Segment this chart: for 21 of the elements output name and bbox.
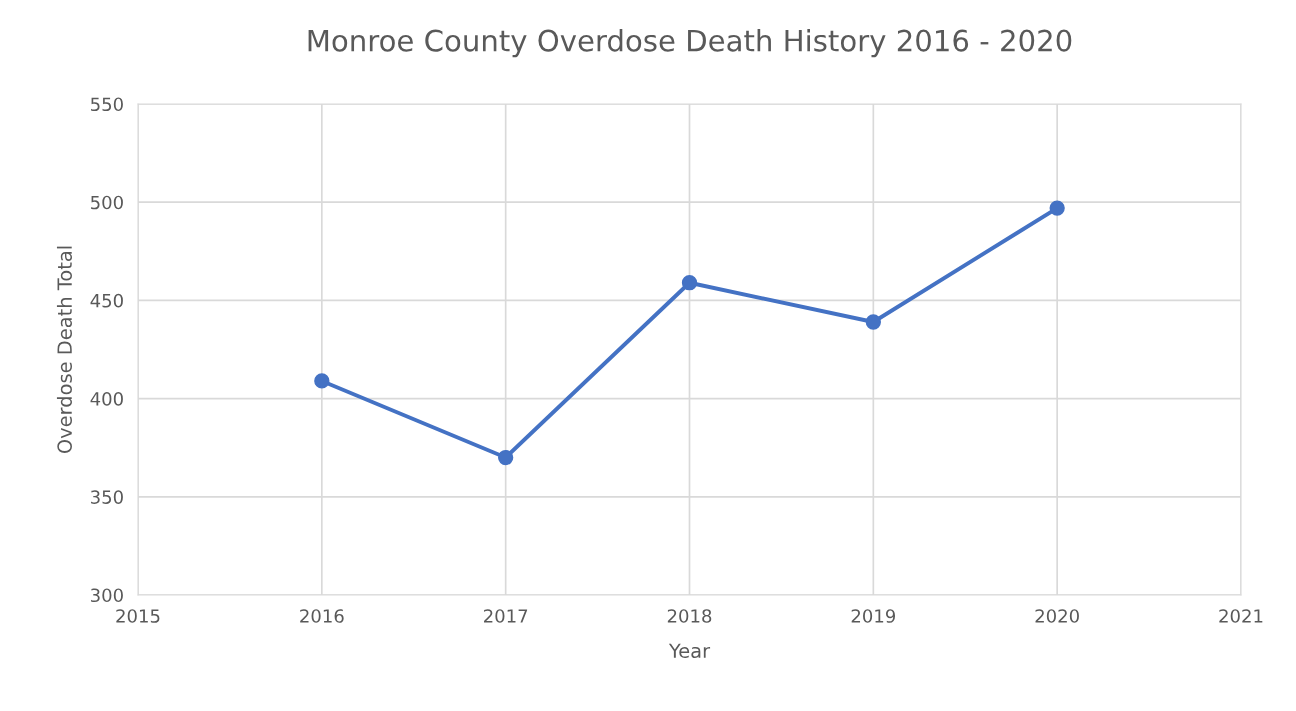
point xyxy=(1049,200,1065,216)
point xyxy=(498,449,514,466)
y-tick-label: 400 xyxy=(90,392,123,406)
x-tick-label: 2015 xyxy=(116,609,160,623)
y-axis-title: Overdose Death Total xyxy=(56,246,72,454)
y-tick-label: 300 xyxy=(91,588,123,603)
point xyxy=(314,373,330,389)
x-tick-label: 2016 xyxy=(300,609,344,623)
x-tick-label: 2017 xyxy=(484,609,528,623)
chart-title: Monroe County Overdose Death History 2016 - 2020 xyxy=(308,29,1072,58)
y-tick-label: 550 xyxy=(91,97,123,112)
x-tick-label: 2018 xyxy=(667,609,712,623)
x-tick-label: 2021 xyxy=(1219,609,1263,623)
y-tick-label: 350 xyxy=(91,490,123,504)
point xyxy=(865,314,881,330)
x-axis-title: Year xyxy=(668,643,711,659)
x-tick-label: 2020 xyxy=(1035,609,1079,623)
x-tick-label: 2019 xyxy=(851,609,896,623)
y-tick-label: 450 xyxy=(90,293,123,308)
y-tick-label: 500 xyxy=(91,195,123,210)
point xyxy=(681,275,698,291)
